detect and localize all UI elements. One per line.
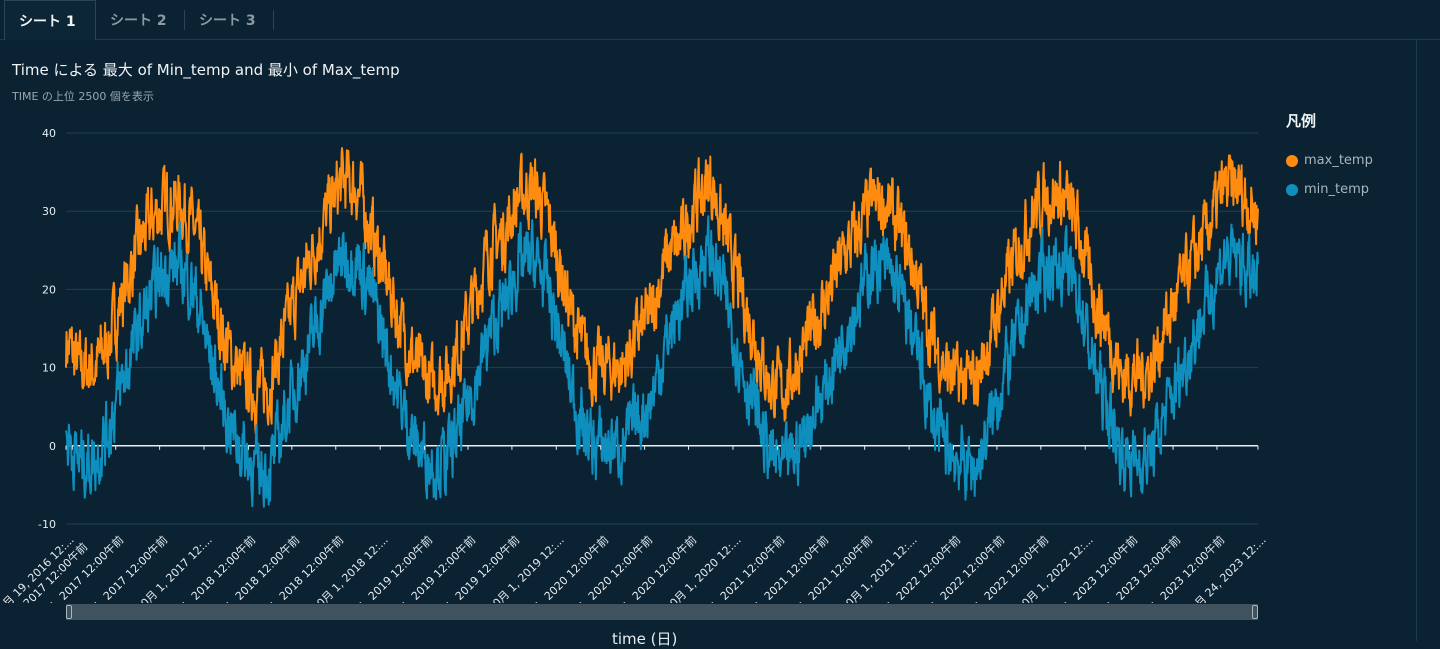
legend-item-min-temp[interactable]: min_temp: [1286, 182, 1369, 197]
tab-divider: [184, 10, 185, 30]
x-axis-labels: 12月 19, 2016 12:...1月 1, 2017 12:00午前4月 …: [0, 530, 1300, 603]
legend-item-max-temp[interactable]: max_temp: [1286, 153, 1373, 168]
y-tick-label: 30: [42, 205, 56, 218]
visual-title: Time による 最大 of Min_temp and 最小 of Max_te…: [12, 61, 400, 79]
x-axis-title: time (日): [612, 630, 678, 648]
legend-label: min_temp: [1304, 182, 1370, 197]
legend-dot-icon: [1286, 183, 1298, 196]
y-tick-label: -10: [38, 518, 56, 531]
y-tick-label: 10: [42, 362, 56, 375]
series-line-max-temp: [65, 147, 1259, 435]
scrollbar-left-handle[interactable]: [66, 605, 72, 619]
tab-sheet-1[interactable]: シート 1: [4, 0, 96, 40]
legend-title: 凡例: [1286, 112, 1317, 130]
tab-divider: [273, 10, 274, 30]
legend-dot-icon: [1286, 154, 1298, 167]
legend-label: max_temp: [1304, 153, 1373, 168]
visual-subtitle: TIME の上位 2500 個を表示: [12, 90, 154, 103]
y-tick-label: 20: [42, 283, 56, 296]
tab-sheet-3[interactable]: シート 3: [199, 13, 256, 29]
x-axis-scrollbar[interactable]: [66, 604, 1258, 620]
panel-divider: [1416, 40, 1417, 641]
line-chart: 40 30 20 10 0 -10: [38, 127, 1259, 531]
series-line-min-temp: [65, 215, 1259, 508]
scrollbar-right-handle[interactable]: [1252, 605, 1258, 619]
tab-sheet-2[interactable]: シート 2: [110, 13, 167, 29]
sheet-tabs: シート 1 シート 2 シート 3: [0, 0, 1440, 40]
y-tick-label: 40: [42, 127, 56, 140]
y-tick-label: 0: [49, 440, 56, 453]
